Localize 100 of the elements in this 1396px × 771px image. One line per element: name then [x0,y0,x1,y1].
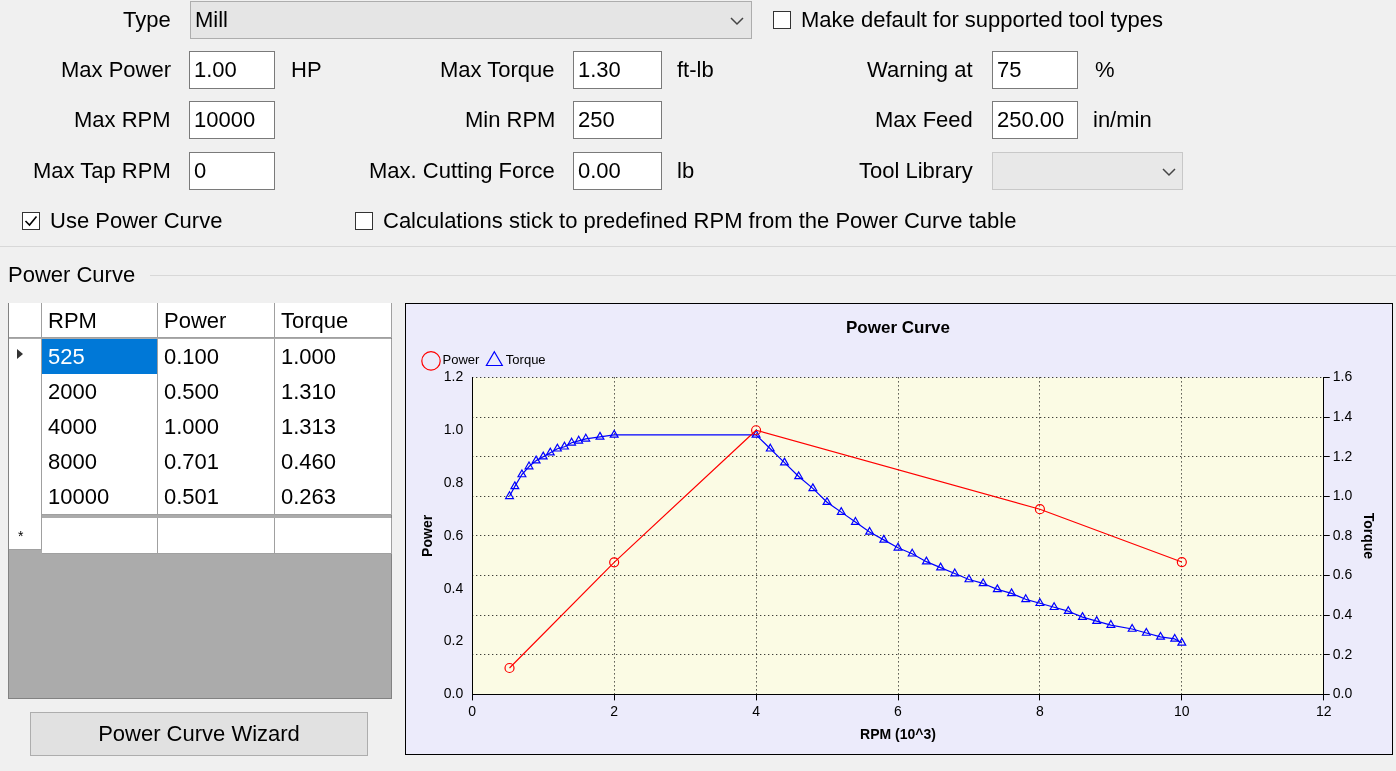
text: 4000 [42,409,158,445]
point [1021,594,1031,603]
point [1092,615,1102,624]
chart-title: Power Curve [846,317,950,337]
text: 10000 [42,479,158,515]
point [836,507,846,515]
text: 0.701 [158,444,275,480]
text: 0.100 [158,339,275,375]
text: 2000 [42,374,158,410]
text: Tool Library [859,157,973,185]
x-tick-label: 12 [1315,702,1332,719]
y2-tick-label: 0.8 [1332,526,1353,543]
point [978,578,988,587]
text: 10000 [189,101,275,139]
text: RPM [42,303,158,338]
y2-tick-label: 0.2 [1332,645,1353,662]
text: 8000 [42,444,158,480]
text: HP [291,56,322,84]
point [609,429,619,438]
point [517,469,527,478]
point [567,437,577,446]
point [1049,602,1059,611]
text: Min RPM [465,106,556,134]
point [1007,588,1017,597]
text: 1.000 [158,409,275,445]
point [552,443,562,452]
text: 0.501 [158,479,275,515]
point [779,457,789,466]
y-tick-label: 0.2 [443,632,464,649]
point [794,471,804,480]
y2-tick-label: 0.4 [1332,606,1353,623]
text: Use Power Curve [50,207,223,235]
text: Power Curve [8,261,136,289]
text: Power [158,303,275,338]
x-axis-title: RPM (10^3) [860,726,936,743]
text: Torque [275,303,392,338]
point [545,447,555,456]
point [595,431,605,440]
y-tick-label: 1.0 [443,421,464,438]
y2-tick-label: 1.2 [1332,447,1353,464]
point [609,557,620,568]
text: Max Torque [440,56,555,84]
point [1106,619,1116,628]
text: lb [677,157,695,185]
point [964,574,974,583]
text: Power Curve Wizard [30,712,368,756]
text: ft-lb [677,56,714,84]
text: Max Tap RPM [33,157,171,185]
text: 0.263 [275,479,392,515]
text: 1.000 [275,339,392,375]
y-axis-title: Power [419,514,436,557]
text: 1.30 [573,51,662,89]
point [538,451,548,460]
point [574,435,584,444]
point [1176,556,1187,568]
x-tick-label: 2 [610,702,619,719]
point [1063,606,1073,615]
text: Max Feed [875,106,973,134]
point [950,568,960,577]
point [865,526,875,535]
text: 1.00 [189,51,275,89]
point [822,497,832,506]
point [1156,631,1166,640]
text: 250.00 [992,101,1078,139]
x-tick-label: 8 [1036,702,1045,719]
text: Warning at [867,56,973,84]
point [524,461,534,470]
text: Mill [190,1,752,39]
point [750,425,762,436]
point [907,548,917,557]
text: Type [123,6,171,34]
y-tick-label: 0.0 [443,685,464,702]
x-tick-label: 10 [1174,702,1190,719]
text: Max RPM [74,106,171,134]
point [1034,504,1046,515]
point [531,455,541,464]
text: Make default for supported tool types [801,6,1163,34]
point [751,429,761,438]
point [1127,623,1137,632]
text: Max. Cutting Force [369,157,555,185]
point [560,441,569,450]
y-tick-label: 0.6 [443,526,464,543]
y2-tick-label: 1.4 [1332,407,1353,424]
point [1170,633,1180,642]
legend-label: Torque [505,352,546,368]
text: 525 [42,339,158,375]
y-tick-label: 0.8 [443,473,464,490]
text: % [1095,56,1115,84]
point [850,516,860,525]
point [505,491,515,500]
text: in/min [1093,106,1152,134]
x-tick-label: 4 [752,702,761,719]
y2-tick-label: 1.0 [1332,487,1353,504]
text: 0.500 [158,374,275,410]
y2-tick-label: 0.6 [1332,566,1353,583]
y-tick-label: 0.4 [443,579,464,596]
text: Max Power [61,56,172,84]
y-tick-label: 1.2 [443,368,464,385]
text: 1.310 [275,374,392,410]
point [1035,598,1045,607]
